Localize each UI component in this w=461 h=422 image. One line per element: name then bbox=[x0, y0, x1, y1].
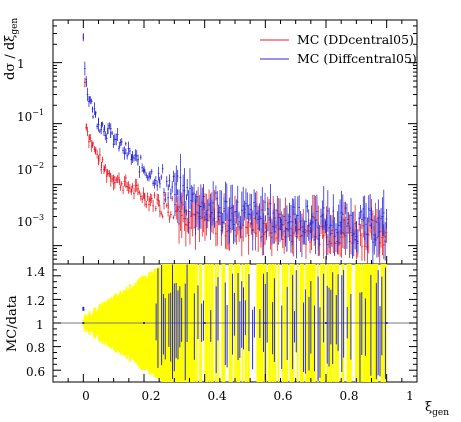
y-tick-label-1e-1: 10−1 bbox=[17, 108, 44, 124]
ratio-y-tick-0.8: 0.8 bbox=[26, 341, 45, 355]
ratio-x-ticks bbox=[52, 374, 418, 382]
ratio-point bbox=[82, 322, 85, 324]
ratio-point bbox=[385, 322, 388, 324]
main-y-axis-title-text: dσ / dξ bbox=[3, 35, 18, 80]
legend-label-diffcentral: MC (Diffcentral05) bbox=[297, 51, 417, 66]
ratio-y-tick-0.6: 0.6 bbox=[26, 365, 45, 379]
main-y-axis-title-sub: gen bbox=[10, 18, 20, 35]
ratio-series-diffcentral bbox=[82, 264, 388, 382]
ratio-y-tick-1: 1 bbox=[36, 318, 44, 332]
x-axis-title: ξgen bbox=[425, 400, 449, 418]
ratio-point bbox=[325, 322, 327, 324]
x-tick-label-0.4: 0.4 bbox=[207, 389, 226, 403]
y-tick-label-1e-3: 10−3 bbox=[17, 213, 44, 229]
ratio-y-ticks bbox=[53, 263, 417, 383]
ratio-y-tick-1.4: 1.4 bbox=[26, 265, 45, 279]
x-tick-label-0.6: 0.6 bbox=[273, 389, 292, 403]
legend-label-ddcentral: MC (DDcentral05) bbox=[297, 32, 414, 47]
main-x-ticks bbox=[52, 20, 418, 264]
x-tick-label-0.2: 0.2 bbox=[141, 389, 160, 403]
ratio-y-tick-1.2: 1.2 bbox=[26, 294, 45, 308]
y-tick-exp: −2 bbox=[32, 161, 44, 170]
ratio-point bbox=[82, 306, 85, 311]
x-axis-title-sub: gen bbox=[432, 408, 449, 418]
ratio-point bbox=[203, 322, 206, 324]
y-tick-exp: −1 bbox=[32, 108, 44, 117]
main-y-axis-title: dσ / dξgen bbox=[3, 18, 20, 80]
main-y-ticks bbox=[53, 19, 417, 265]
x-tick-label-0.8: 0.8 bbox=[339, 389, 358, 403]
y-tick-base: 10 bbox=[17, 110, 32, 124]
y-tick-base: 10 bbox=[17, 163, 32, 177]
ratio-point bbox=[143, 322, 145, 324]
y-tick-base: 10 bbox=[17, 215, 32, 229]
x-tick-label-1: 1 bbox=[406, 389, 414, 403]
x-axis-title-text: ξ bbox=[425, 400, 432, 415]
y-tick-exp: −3 bbox=[32, 213, 44, 222]
y-tick-label-1e-2: 10−2 bbox=[17, 161, 44, 177]
ratio-y-axis-title: MC/data bbox=[5, 295, 20, 352]
x-tick-label-0: 0 bbox=[82, 389, 90, 403]
ratio-point bbox=[264, 322, 267, 324]
series-diffcentral bbox=[82, 33, 388, 264]
legend: MC (DDcentral05) MC (Diffcentral05) bbox=[260, 32, 417, 66]
y-tick-label-1: 1 bbox=[17, 57, 25, 71]
